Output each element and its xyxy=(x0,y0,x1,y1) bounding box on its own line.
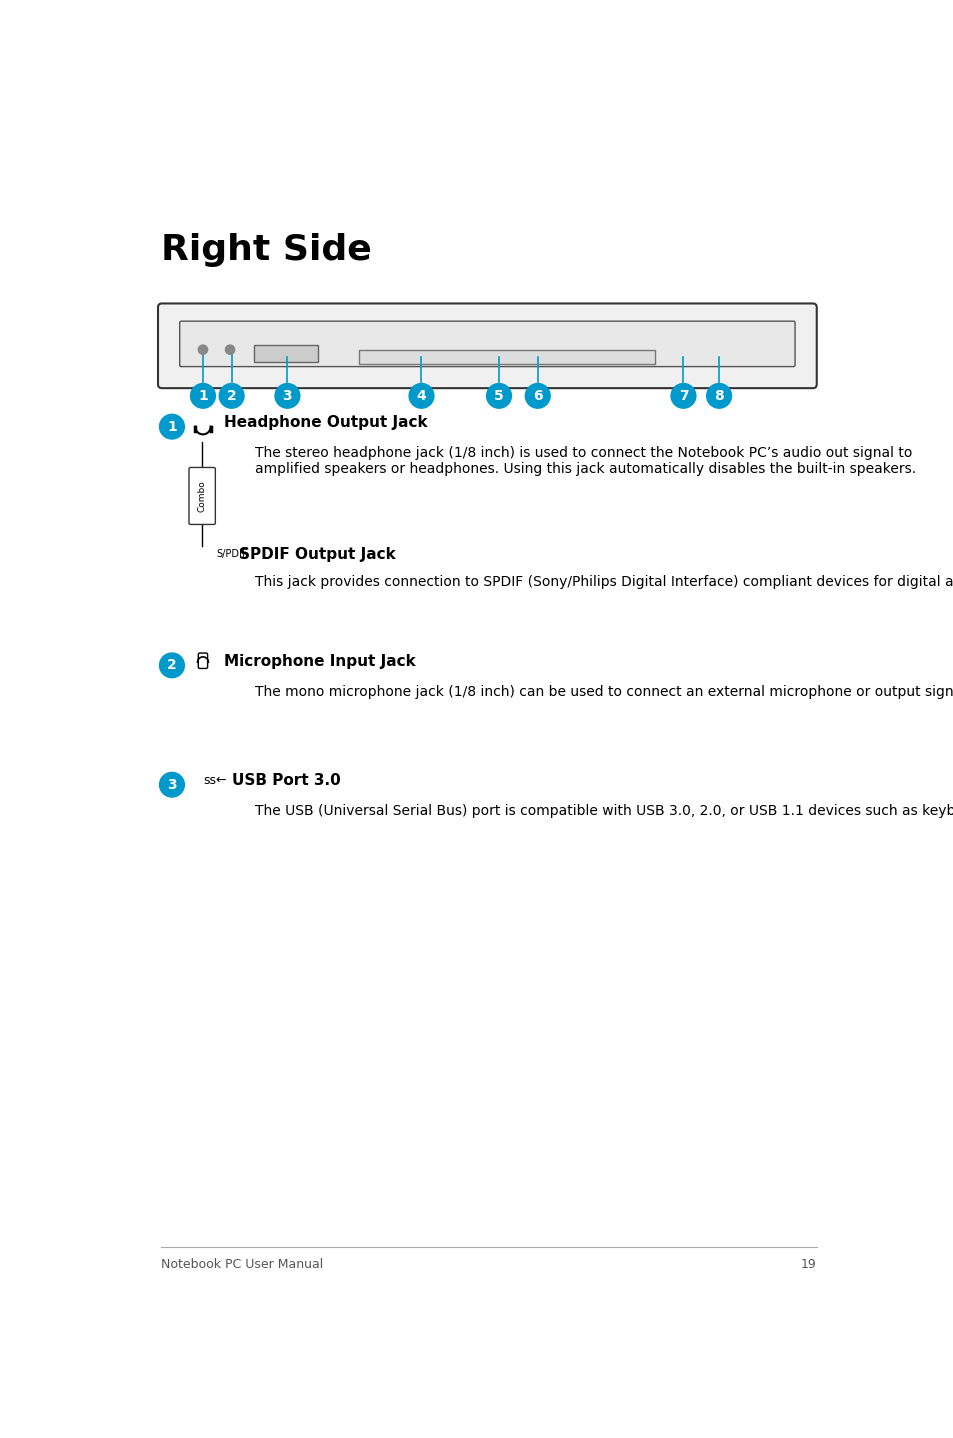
Circle shape xyxy=(198,345,208,354)
Text: 4: 4 xyxy=(416,388,426,403)
Text: Headphone Output Jack: Headphone Output Jack xyxy=(224,416,427,430)
Text: 3: 3 xyxy=(282,388,292,403)
Circle shape xyxy=(159,414,184,439)
Text: Right Side: Right Side xyxy=(161,233,372,266)
Circle shape xyxy=(670,384,695,408)
Text: 5: 5 xyxy=(494,388,503,403)
Text: 1: 1 xyxy=(198,388,208,403)
Circle shape xyxy=(274,384,299,408)
Circle shape xyxy=(159,653,184,677)
Text: 8: 8 xyxy=(714,388,723,403)
Text: 7: 7 xyxy=(678,388,687,403)
Text: The stereo headphone jack (1/8 inch) is used to connect the Notebook PC’s audio : The stereo headphone jack (1/8 inch) is … xyxy=(254,446,915,476)
Circle shape xyxy=(409,384,434,408)
Circle shape xyxy=(486,384,511,408)
Text: Combo: Combo xyxy=(197,480,207,512)
Text: ss←: ss← xyxy=(203,774,226,788)
Text: SPDIF Output Jack: SPDIF Output Jack xyxy=(239,546,395,562)
Circle shape xyxy=(525,384,550,408)
Text: S/PDIF: S/PDIF xyxy=(216,549,248,559)
Text: 3: 3 xyxy=(167,778,176,792)
Text: 1: 1 xyxy=(167,420,176,434)
Circle shape xyxy=(191,384,215,408)
Text: 2: 2 xyxy=(227,388,236,403)
Circle shape xyxy=(159,772,184,797)
FancyBboxPatch shape xyxy=(253,345,317,362)
Text: 6: 6 xyxy=(533,388,542,403)
Text: Notebook PC User Manual: Notebook PC User Manual xyxy=(161,1258,323,1271)
Text: USB Port 3.0: USB Port 3.0 xyxy=(232,774,340,788)
FancyBboxPatch shape xyxy=(198,653,208,669)
Text: Microphone Input Jack: Microphone Input Jack xyxy=(224,654,416,669)
Text: 19: 19 xyxy=(801,1258,816,1271)
Text: The mono microphone jack (1/8 inch) can be used to connect an external microphon: The mono microphone jack (1/8 inch) can … xyxy=(254,684,953,699)
FancyBboxPatch shape xyxy=(158,303,816,388)
Circle shape xyxy=(706,384,731,408)
Text: 2: 2 xyxy=(167,659,176,673)
Circle shape xyxy=(219,384,244,408)
Text: The USB (Universal Serial Bus) port is compatible with USB 3.0, 2.0, or USB 1.1 : The USB (Universal Serial Bus) port is c… xyxy=(254,804,953,818)
FancyBboxPatch shape xyxy=(179,321,794,367)
Circle shape xyxy=(225,345,234,354)
Text: This jack provides connection to SPDIF (Sony/Philips Digital Interface) complian: This jack provides connection to SPDIF (… xyxy=(254,575,953,588)
FancyBboxPatch shape xyxy=(189,467,215,525)
FancyBboxPatch shape xyxy=(358,351,654,364)
